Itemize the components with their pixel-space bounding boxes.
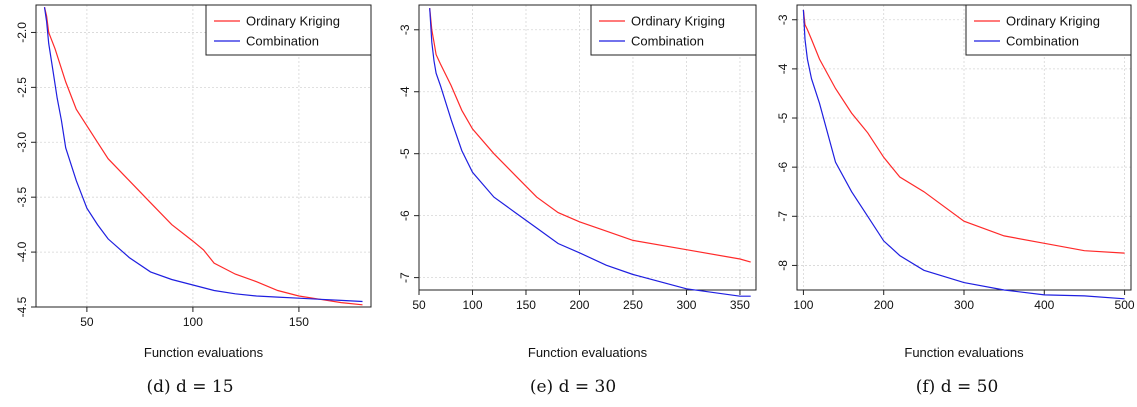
chart-panel-d30: 50 100 150 200 250 300 350 -3 -4 -5 -6 -7 Ordinary K… [398,4,757,397]
x-tick-label: 400 [1034,298,1054,312]
panel-caption: (e) d = 30 [530,377,616,397]
x-tick-label: 250 [623,298,643,312]
x-tick-label: 100 [183,315,203,329]
legend-label: Combination [246,34,319,49]
x-tick-label: 150 [289,315,309,329]
y-tick-label: -2.0 [15,22,29,43]
legend-box [205,4,372,56]
panel-caption: (d) d = 15 [146,377,233,397]
y-tick-label: -2.5 [15,77,29,98]
x-tick-label: 350 [730,298,750,312]
x-tick-label: 100 [462,298,482,312]
x-tick-label: 500 [1115,298,1135,312]
y-tick-label: -8 [776,260,790,271]
y-tick-label: -4 [776,63,790,74]
y-tick-label: -4.0 [15,241,29,262]
y-tick-label: -7 [776,211,790,222]
chart-panel-d15: 50 100 150 -2.0 -2.5 -3.0 -3.5 -4.0 -4.5 Ordinary… [15,4,372,397]
y-tick-label: -3 [398,24,412,35]
legend-label: Ordinary Kriging [246,14,340,29]
y-tick-label: -5 [398,148,412,159]
chart-panel-d50: 100 200 300 400 500 -3 -4 -5 -6 -7 -8 Ordinary Krig… [776,4,1135,397]
legend-label: Ordinary Kriging [631,14,725,29]
series-line-ordinary-kriging [429,8,751,263]
x-tick-label: 50 [80,315,94,329]
series-line-combination [43,7,363,303]
x-axis-title: Function evaluations [144,345,264,360]
x-tick-label: 50 [412,298,426,312]
x-axis-title: Function evaluations [528,345,648,360]
legend-label: Combination [631,34,704,49]
series-line-combination [429,8,751,297]
legend-box [965,4,1132,56]
y-tick-label: -3.5 [15,187,29,208]
x-tick-label: 300 [676,298,696,312]
panel-caption: (f) d = 50 [916,377,999,397]
x-tick-label: 300 [954,298,974,312]
x-tick-label: 200 [569,298,589,312]
x-axis-title: Function evaluations [904,345,1024,360]
series-line-combination [802,9,1125,300]
y-tick-label: -3 [776,14,790,25]
x-tick-label: 100 [793,298,813,312]
legend-box [590,4,757,56]
series-line-ordinary-kriging [802,9,1125,254]
legend-label: Ordinary Kriging [1006,14,1100,29]
y-tick-label: -7 [398,272,412,283]
y-tick-label: -4 [398,86,412,97]
y-tick-label: -4.5 [15,296,29,317]
y-tick-label: -6 [398,210,412,221]
x-tick-label: 150 [516,298,536,312]
y-tick-label: -6 [776,161,790,172]
series-line-ordinary-kriging [43,7,363,306]
x-tick-label: 200 [874,298,894,312]
y-tick-label: -3.0 [15,132,29,153]
legend-label: Combination [1006,34,1079,49]
plot-frame [418,4,757,291]
y-tick-label: -5 [776,112,790,123]
plot-frame [35,4,372,308]
